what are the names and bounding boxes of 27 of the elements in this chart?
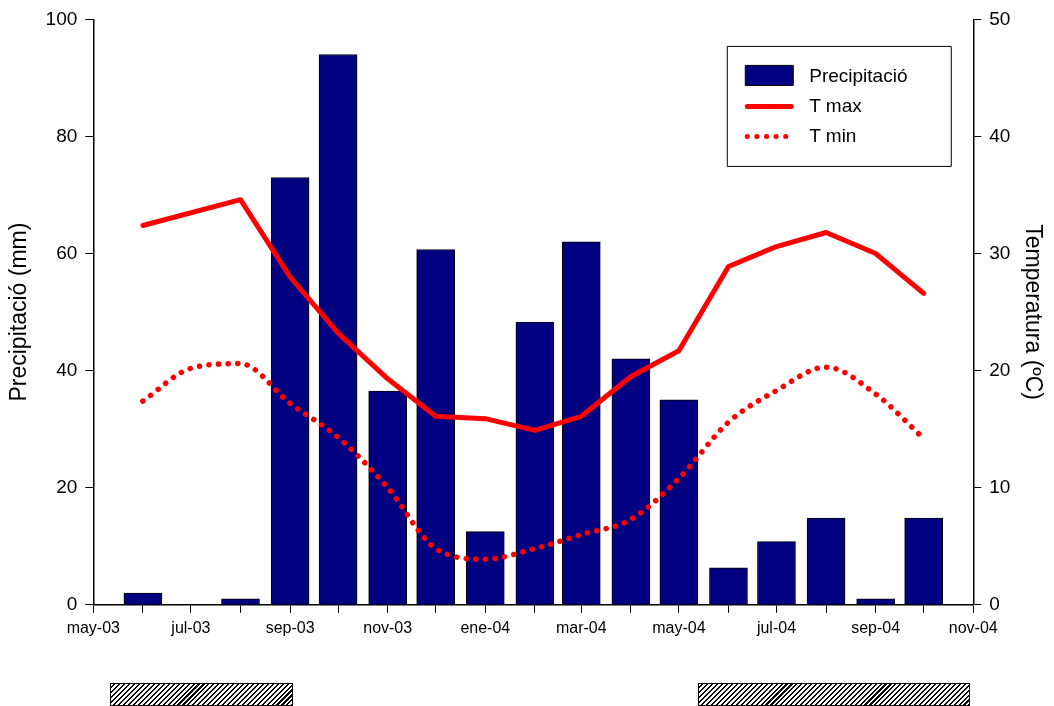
- y2-tick-label: 0: [989, 593, 1000, 615]
- y2-tick-label: 40: [989, 124, 1011, 146]
- x-tick-label: jul-03: [170, 618, 211, 636]
- x-tick-label: sep-03: [265, 618, 315, 636]
- y2-tick-label: 30: [989, 241, 1011, 263]
- legend-label: T min: [809, 124, 857, 146]
- x-tick-label: nov-04: [948, 618, 998, 636]
- legend-label: Precipitació: [809, 64, 908, 86]
- y2-axis-title: Temperatura (ºC): [1020, 224, 1047, 401]
- x-tick-label: sep-04: [851, 618, 901, 636]
- x-tick-label: may-04: [652, 618, 706, 636]
- x-tick-label: may-03: [66, 618, 121, 636]
- y-tick-label: 40: [56, 358, 78, 380]
- y-tick-label: 0: [66, 593, 78, 615]
- y2-tick-label: 50: [989, 7, 1011, 29]
- x-tick-label: ene-04: [460, 618, 511, 636]
- y-tick-label: 80: [56, 124, 78, 146]
- y-axis-title: Precipitació (mm): [5, 222, 32, 402]
- y2-tick-label: 10: [989, 475, 1011, 497]
- x-tick-label: mar-04: [555, 618, 607, 636]
- x-tick-label: jul-04: [755, 618, 797, 636]
- y-tick-label: 20: [56, 475, 78, 497]
- legend-label: T max: [809, 94, 863, 116]
- y-tick-label: 100: [45, 7, 78, 29]
- y2-tick-label: 20: [989, 358, 1011, 380]
- x-tick-label: nov-03: [363, 618, 413, 636]
- y-tick-label: 60: [56, 241, 78, 263]
